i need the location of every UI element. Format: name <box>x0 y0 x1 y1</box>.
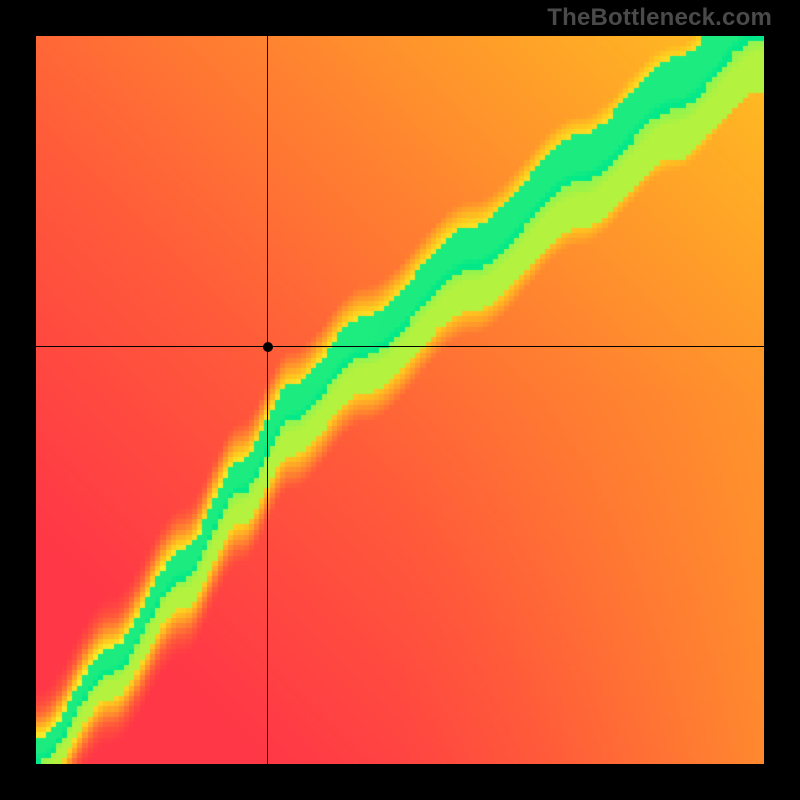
crosshair-horizontal <box>36 346 764 347</box>
crosshair-marker <box>263 342 273 352</box>
heatmap-plot <box>36 36 764 764</box>
heatmap-canvas <box>36 36 764 764</box>
crosshair-vertical <box>267 36 268 764</box>
watermark-text: TheBottleneck.com <box>547 4 772 32</box>
